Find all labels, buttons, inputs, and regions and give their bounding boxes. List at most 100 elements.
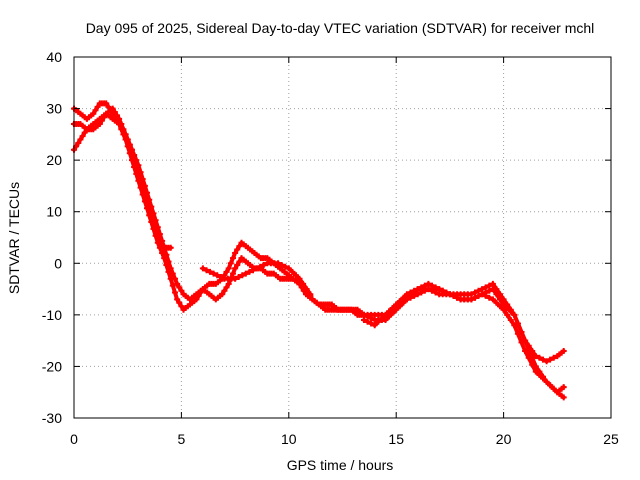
data-point (169, 282, 176, 289)
data-point (96, 121, 103, 127)
data-point (236, 258, 243, 265)
data-point (152, 227, 159, 234)
data-point (393, 301, 400, 308)
data-point (285, 265, 292, 272)
data-point (560, 384, 567, 391)
data-point (472, 294, 478, 301)
data-point (278, 262, 285, 268)
y-tick-label: -30 (42, 410, 62, 426)
data-point (236, 243, 243, 250)
data-point (364, 318, 371, 325)
data-point (199, 265, 206, 272)
y-tick-label: 10 (46, 204, 62, 220)
data-point (221, 287, 228, 294)
tick-labels: 0 5 10 15 20 25 -30 -20 -10 0 10 20 30 40 (42, 49, 619, 447)
series-line (72, 111, 366, 317)
data-point (411, 292, 418, 299)
data-point (146, 205, 153, 212)
data-point (375, 318, 382, 325)
series-track-g (361, 280, 567, 396)
data-point (103, 100, 110, 107)
data-point (178, 303, 185, 310)
data-point (540, 373, 546, 380)
data-point (382, 311, 389, 318)
data-point (468, 291, 475, 298)
data-point (246, 268, 253, 275)
series-track-c (71, 105, 174, 251)
data-point (167, 244, 174, 251)
data-point (90, 110, 97, 117)
data-point (159, 241, 166, 248)
data-point (144, 196, 150, 203)
data-point (172, 289, 178, 296)
data-point (518, 339, 525, 346)
data-point (257, 263, 264, 270)
data-point (207, 268, 213, 275)
data-point (219, 291, 226, 298)
data-point (234, 246, 241, 253)
data-point (536, 354, 543, 361)
data-point (475, 287, 482, 294)
data-point (468, 296, 475, 303)
data-point (479, 286, 486, 293)
data-point (296, 275, 303, 282)
data-point (293, 272, 299, 279)
data-point (282, 263, 289, 270)
data-point (225, 265, 232, 272)
data-point (522, 337, 529, 344)
data-point (560, 394, 567, 401)
data-point (122, 131, 129, 138)
data-point (547, 356, 554, 363)
data-point (156, 237, 163, 244)
data-point (543, 358, 550, 365)
data-point (514, 320, 521, 327)
data-point (547, 382, 554, 389)
data-point (253, 265, 260, 272)
data-point (214, 272, 221, 279)
data-point (232, 265, 239, 272)
data-point (550, 385, 557, 392)
grid (74, 57, 611, 418)
axis-ticks (73, 56, 612, 419)
data-point (234, 262, 241, 268)
data-point (109, 105, 116, 112)
data-point (389, 310, 396, 317)
data-point (111, 109, 118, 115)
data-point (486, 287, 493, 294)
data-point (403, 291, 410, 298)
data-point (131, 153, 138, 160)
y-tick-label: -20 (42, 358, 62, 374)
data-point (518, 329, 525, 335)
data-point (396, 299, 403, 306)
data-point (507, 306, 514, 313)
chart-title: Day 095 of 2025, Sidereal Day-to-day VTE… (86, 20, 595, 36)
data-point (514, 330, 521, 337)
data-point (479, 291, 486, 298)
data-point (504, 301, 511, 308)
data-point (195, 292, 202, 299)
data-point (511, 322, 518, 329)
data-point (486, 294, 493, 301)
data-point (400, 298, 407, 305)
data-point (504, 311, 511, 318)
data-point (197, 289, 204, 296)
data-point (260, 262, 267, 268)
data-point (497, 291, 503, 298)
data-point (540, 356, 546, 363)
data-point (98, 117, 105, 124)
data-point (120, 126, 127, 133)
data-point (550, 354, 557, 361)
data-point (135, 167, 142, 174)
data-point (489, 296, 496, 303)
data-point (178, 287, 185, 294)
data-point (414, 291, 421, 298)
data-point (371, 322, 378, 329)
data-point (472, 289, 478, 296)
data-point (418, 289, 425, 296)
data-point (532, 353, 539, 360)
data-point (543, 378, 550, 385)
x-axis-label: GPS time / hours (287, 457, 394, 473)
data-point (118, 121, 125, 127)
data-point (403, 296, 410, 303)
data-point (174, 280, 181, 287)
